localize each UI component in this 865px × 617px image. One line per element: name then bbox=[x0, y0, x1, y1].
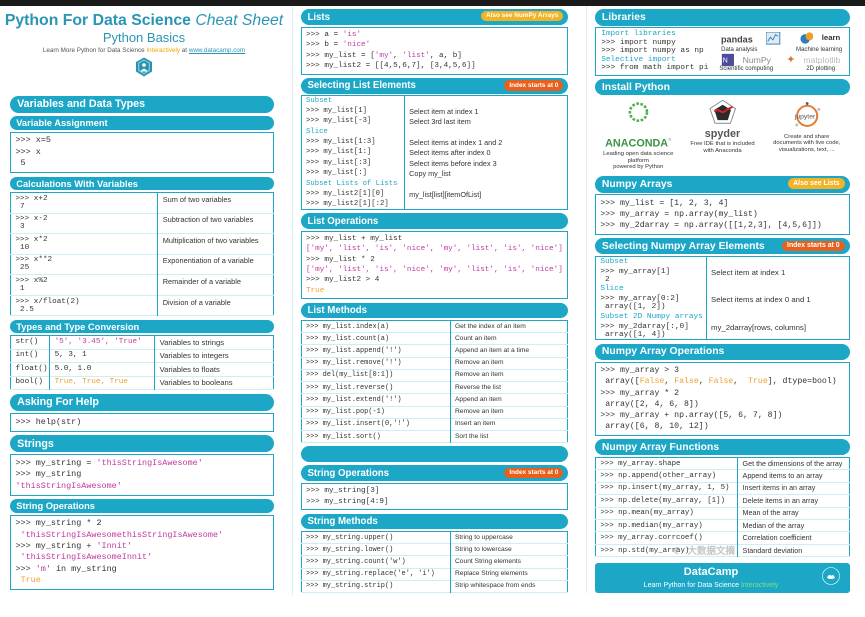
svg-text:jupyter: jupyter bbox=[793, 113, 815, 120]
svg-text:N: N bbox=[723, 58, 728, 65]
svg-text:pandas: pandas bbox=[721, 34, 753, 44]
